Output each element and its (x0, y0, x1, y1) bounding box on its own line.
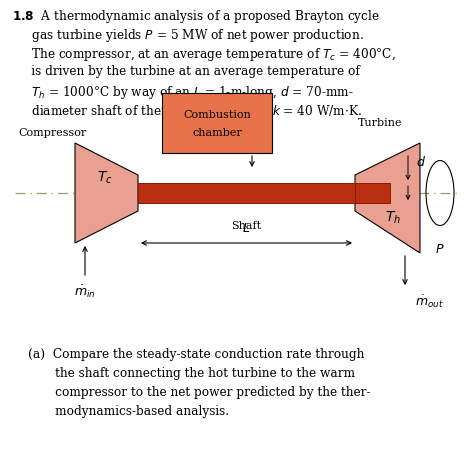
Text: $T_h$ = 1000°C by way of an $L$ = 1-m-long, $d$ = 70-mm-: $T_h$ = 1000°C by way of an $L$ = 1-m-lo… (12, 84, 354, 101)
Text: $T_c$: $T_c$ (97, 170, 113, 186)
Text: Combustion: Combustion (183, 110, 251, 120)
Text: $d$: $d$ (416, 155, 426, 169)
Text: is driven by the turbine at an average temperature of: is driven by the turbine at an average t… (12, 65, 360, 78)
Text: modynamics-based analysis.: modynamics-based analysis. (28, 405, 229, 418)
Text: Turbine: Turbine (358, 118, 402, 128)
Text: $\dot{m}_{in}$: $\dot{m}_{in}$ (74, 283, 96, 300)
Bar (138, 183, 355, 203)
Text: Compressor: Compressor (18, 128, 86, 138)
Text: Shaft: Shaft (231, 221, 261, 231)
Text: gas turbine yields $P$ = 5 MW of net power production.: gas turbine yields $P$ = 5 MW of net pow… (12, 27, 364, 44)
Text: $T_h$: $T_h$ (385, 210, 401, 226)
Text: The compressor, at an average temperature of $T_c$ = 400°C,: The compressor, at an average temperatur… (12, 46, 396, 63)
Text: $L$: $L$ (242, 222, 251, 235)
Polygon shape (355, 143, 420, 253)
Text: the shaft connecting the hot turbine to the warm: the shaft connecting the hot turbine to … (28, 367, 355, 380)
Bar (162, 93, 272, 153)
Text: diameter shaft of thermal conductivity $k$ = 40 W/m$\cdot$K.: diameter shaft of thermal conductivity $… (12, 103, 362, 120)
Bar (355, 183, 390, 203)
Text: chamber: chamber (192, 128, 242, 138)
Text: $\dot{m}_{out}$: $\dot{m}_{out}$ (415, 293, 444, 310)
Text: $\mathbf{1.8}$  A thermodynamic analysis of a proposed Brayton cycle: $\mathbf{1.8}$ A thermodynamic analysis … (12, 8, 380, 25)
Text: compressor to the net power predicted by the ther-: compressor to the net power predicted by… (28, 386, 371, 399)
Text: (a)  Compare the steady-state conduction rate through: (a) Compare the steady-state conduction … (28, 348, 365, 361)
Polygon shape (75, 143, 138, 243)
Text: $P$: $P$ (435, 243, 445, 256)
